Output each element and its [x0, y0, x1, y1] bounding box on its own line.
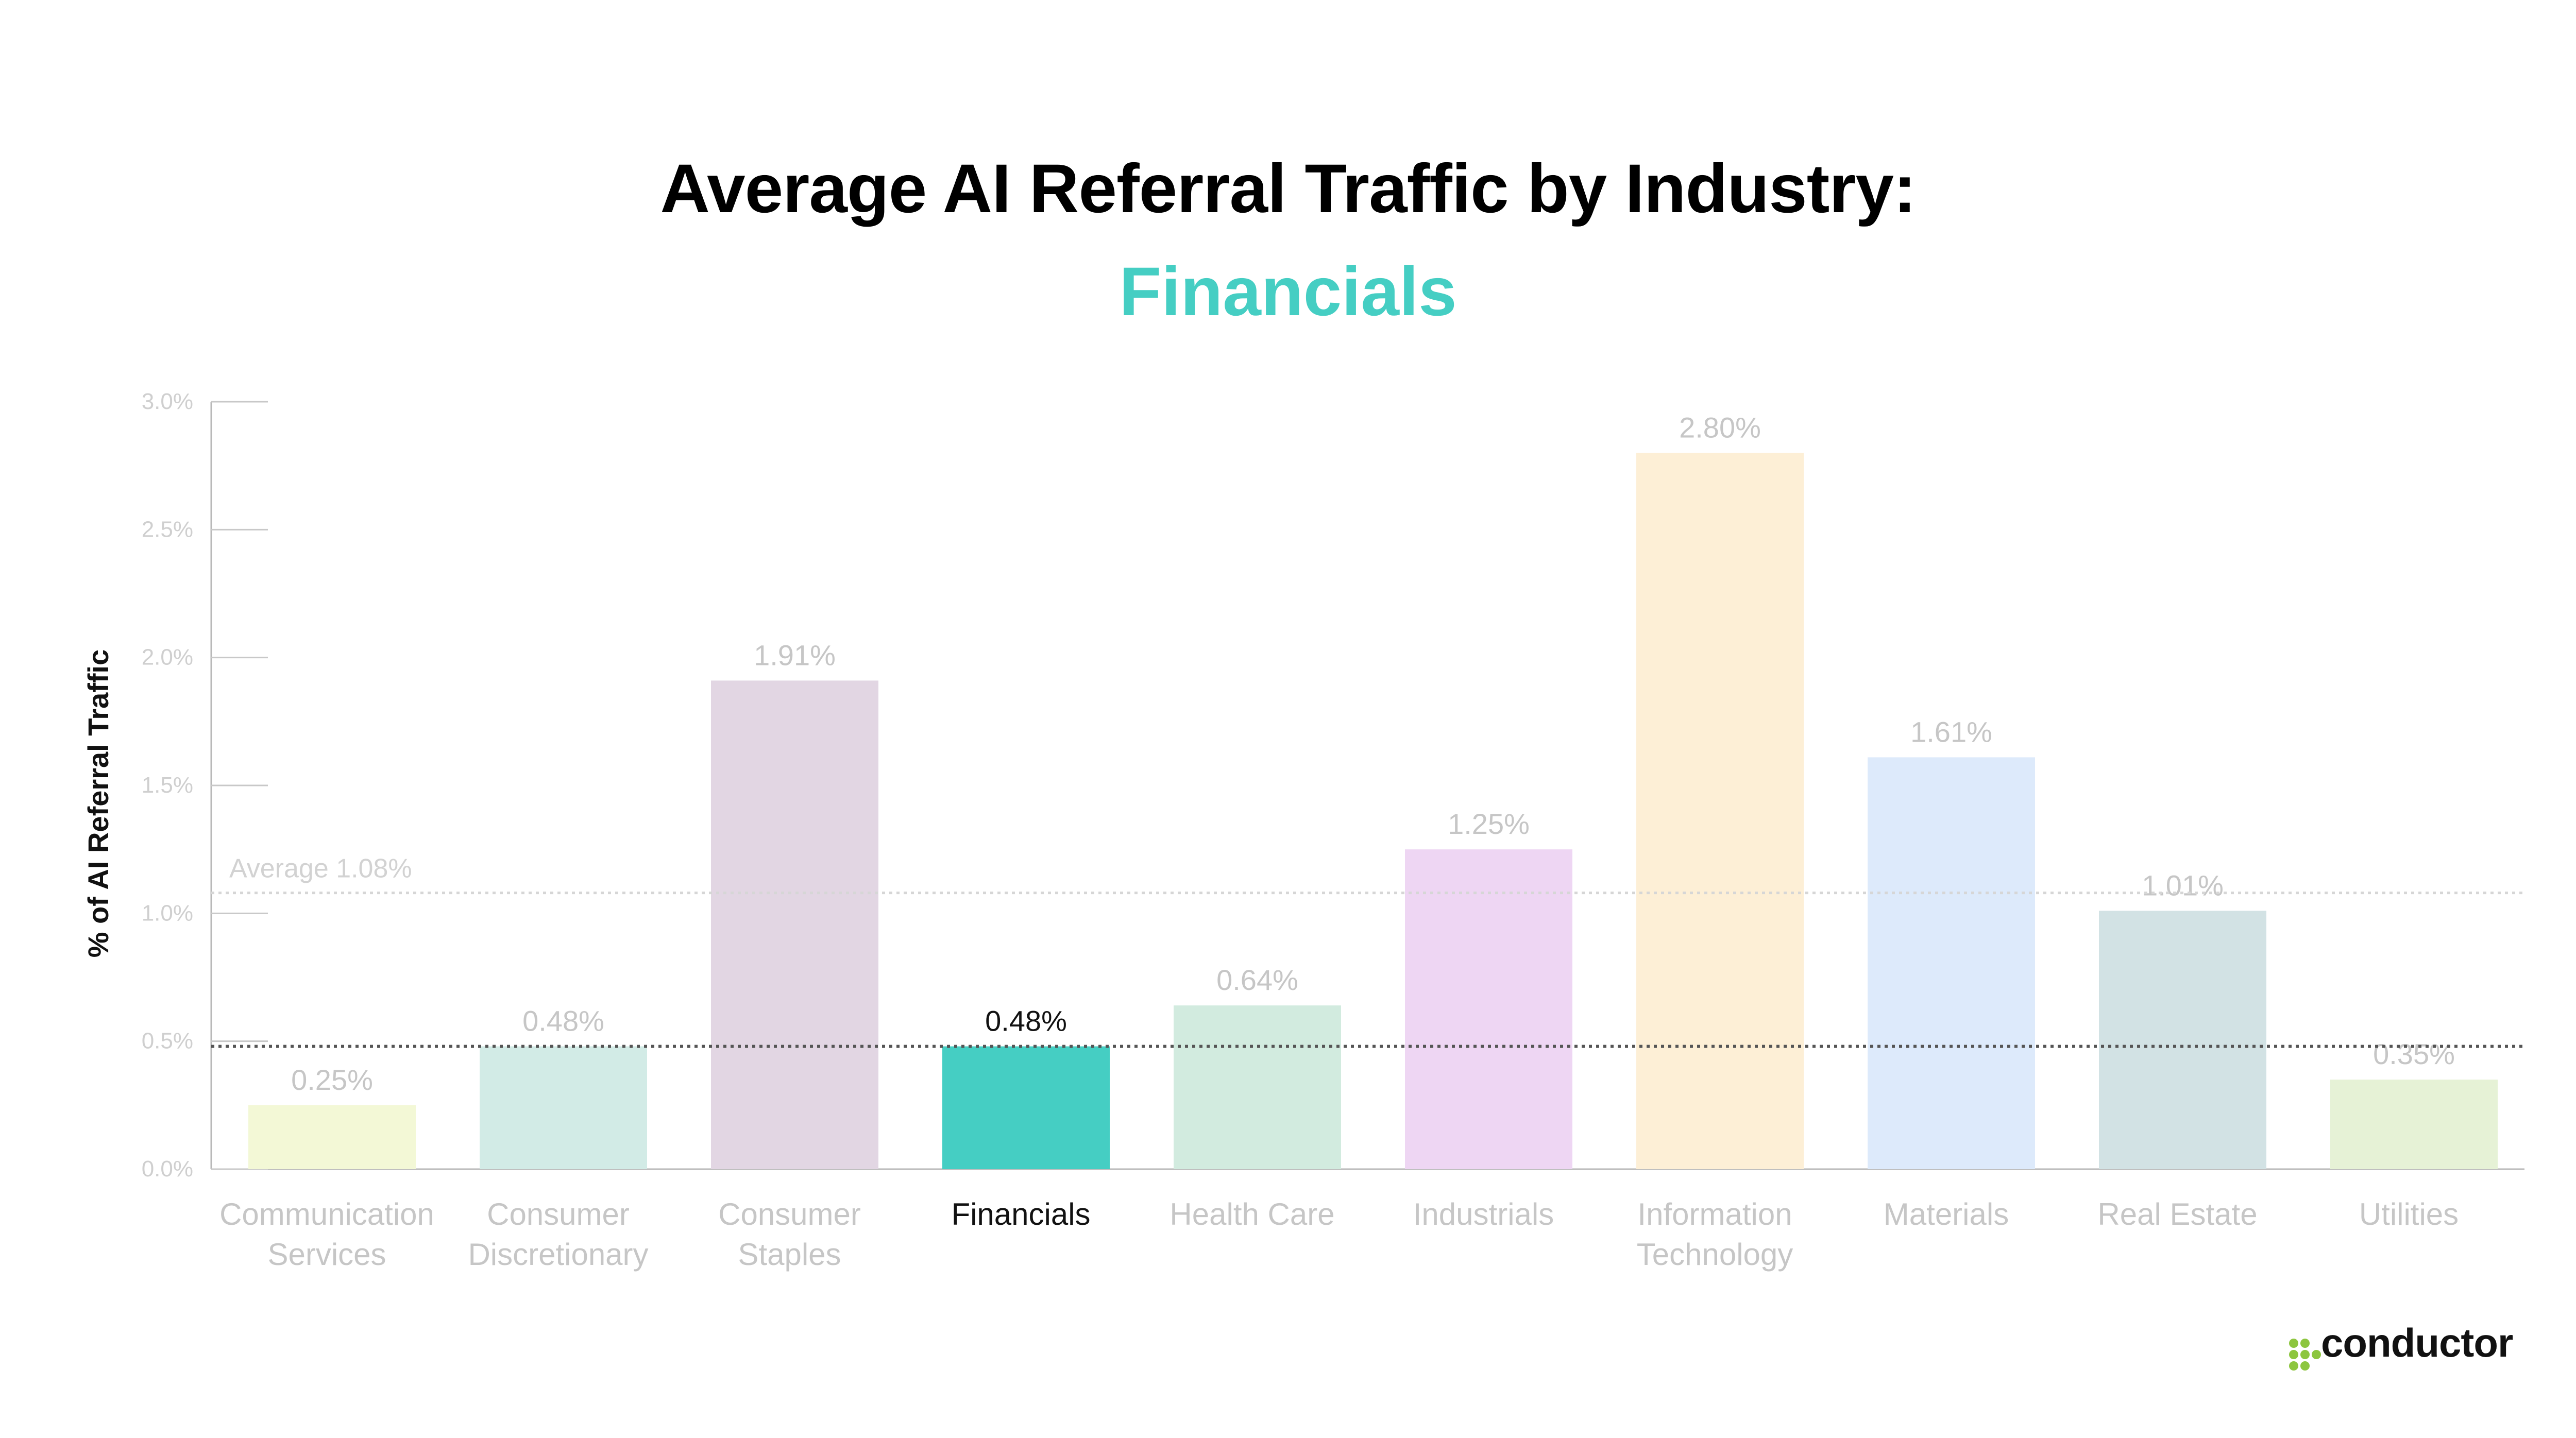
chart-subtitle: Financials	[1119, 253, 1457, 330]
y-tick-label: 1.0%	[142, 900, 193, 926]
bar	[1405, 849, 1572, 1169]
x-tick-label: Discretionary	[468, 1237, 648, 1272]
bar	[1174, 1005, 1341, 1169]
bar	[480, 1046, 647, 1169]
data-label: 0.25%	[291, 1064, 373, 1096]
x-tick-label: Health Care	[1170, 1197, 1334, 1231]
bar	[1868, 757, 2035, 1169]
y-tick-label: 2.5%	[142, 517, 193, 542]
y-tick-label: 3.0%	[142, 389, 193, 414]
data-label: 1.25%	[1448, 808, 1530, 840]
y-tick-label: 1.5%	[142, 773, 193, 798]
y-tick-label: 0.0%	[142, 1156, 193, 1182]
y-axis-title: % of AI Referral Traffic	[82, 649, 114, 958]
x-tick-label: Consumer	[718, 1197, 861, 1231]
bar	[2099, 911, 2266, 1169]
y-tick-label: 2.0%	[142, 645, 193, 670]
bar	[2330, 1080, 2498, 1169]
data-label: 1.61%	[1910, 715, 1992, 748]
data-label: 0.48%	[522, 1005, 604, 1037]
data-label: 1.01%	[2142, 869, 2224, 901]
y-tick-label: 0.5%	[142, 1029, 193, 1054]
bar	[711, 680, 878, 1169]
chart-title: Average AI Referral Traffic by Industry:	[660, 150, 1916, 227]
average-label: Average 1.08%	[229, 854, 412, 884]
data-label: 0.35%	[2373, 1038, 2455, 1070]
x-tick-label: Utilities	[2359, 1197, 2459, 1231]
bar	[942, 1046, 1110, 1169]
x-tick-label: Materials	[1884, 1197, 2009, 1231]
x-tick-label: Technology	[1637, 1237, 1793, 1272]
data-label: 2.80%	[1679, 411, 1761, 443]
data-label: 0.48%	[985, 1005, 1067, 1037]
x-tick-label: Industrials	[1413, 1197, 1554, 1231]
conductor-dots-logo-icon	[2289, 1339, 2321, 1371]
x-tick-label: Financials	[951, 1197, 1090, 1231]
x-tick-label: Consumer	[487, 1197, 630, 1231]
x-tick-label: Real Estate	[2097, 1197, 2257, 1231]
x-tick-label: Communication	[219, 1197, 434, 1231]
x-tick-label: Staples	[738, 1237, 841, 1272]
x-tick-label: Information	[1637, 1197, 1792, 1231]
x-tick-label: Services	[267, 1237, 386, 1272]
data-label: 0.64%	[1216, 964, 1298, 996]
bar	[248, 1105, 416, 1169]
bar	[1636, 453, 1804, 1170]
brand-name: conductor	[2321, 1320, 2513, 1365]
data-label: 1.91%	[754, 639, 836, 671]
